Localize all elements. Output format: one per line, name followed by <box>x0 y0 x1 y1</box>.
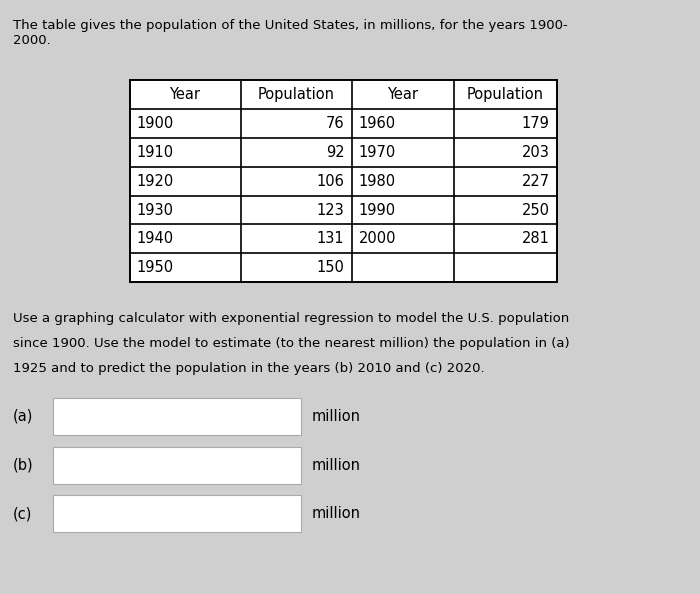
Text: (b): (b) <box>13 457 33 473</box>
Text: The table gives the population of the United States, in millions, for the years : The table gives the population of the Un… <box>13 19 567 32</box>
Text: Population: Population <box>258 87 335 102</box>
Text: 1960: 1960 <box>358 116 396 131</box>
Text: 123: 123 <box>317 203 344 217</box>
Text: (a): (a) <box>13 409 33 424</box>
Text: 92: 92 <box>326 145 344 160</box>
Text: Use a graphing calculator with exponential regression to model the U.S. populati: Use a graphing calculator with exponenti… <box>13 312 569 325</box>
Bar <box>52 447 301 484</box>
Text: 1970: 1970 <box>358 145 396 160</box>
Text: 1930: 1930 <box>136 203 174 217</box>
Text: 76: 76 <box>326 116 344 131</box>
Text: 150: 150 <box>316 260 344 275</box>
Text: 2000.: 2000. <box>13 34 50 48</box>
Text: Population: Population <box>467 87 544 102</box>
Text: 179: 179 <box>522 116 550 131</box>
Text: 131: 131 <box>317 232 344 247</box>
Text: 227: 227 <box>522 173 550 189</box>
Text: 1920: 1920 <box>136 173 174 189</box>
Bar <box>52 398 301 435</box>
Bar <box>52 495 301 532</box>
Text: 1900: 1900 <box>136 116 174 131</box>
Text: 106: 106 <box>316 173 344 189</box>
Bar <box>130 80 556 282</box>
Text: Year: Year <box>387 87 419 102</box>
Text: 250: 250 <box>522 203 550 217</box>
Text: since 1900. Use the model to estimate (to the nearest million) the population in: since 1900. Use the model to estimate (t… <box>13 337 569 350</box>
Text: 1940: 1940 <box>136 232 174 247</box>
Text: million: million <box>312 506 360 522</box>
Text: 1950: 1950 <box>136 260 174 275</box>
Text: (c): (c) <box>13 506 32 522</box>
Text: 1925 and to predict the population in the years (b) 2010 and (c) 2020.: 1925 and to predict the population in th… <box>13 362 484 375</box>
Text: million: million <box>312 457 360 473</box>
Text: million: million <box>312 409 360 424</box>
Text: 2000: 2000 <box>358 232 396 247</box>
Text: 1990: 1990 <box>358 203 396 217</box>
Text: 281: 281 <box>522 232 550 247</box>
Text: 203: 203 <box>522 145 550 160</box>
Text: 1910: 1910 <box>136 145 174 160</box>
Text: 1980: 1980 <box>358 173 396 189</box>
Text: Year: Year <box>169 87 200 102</box>
